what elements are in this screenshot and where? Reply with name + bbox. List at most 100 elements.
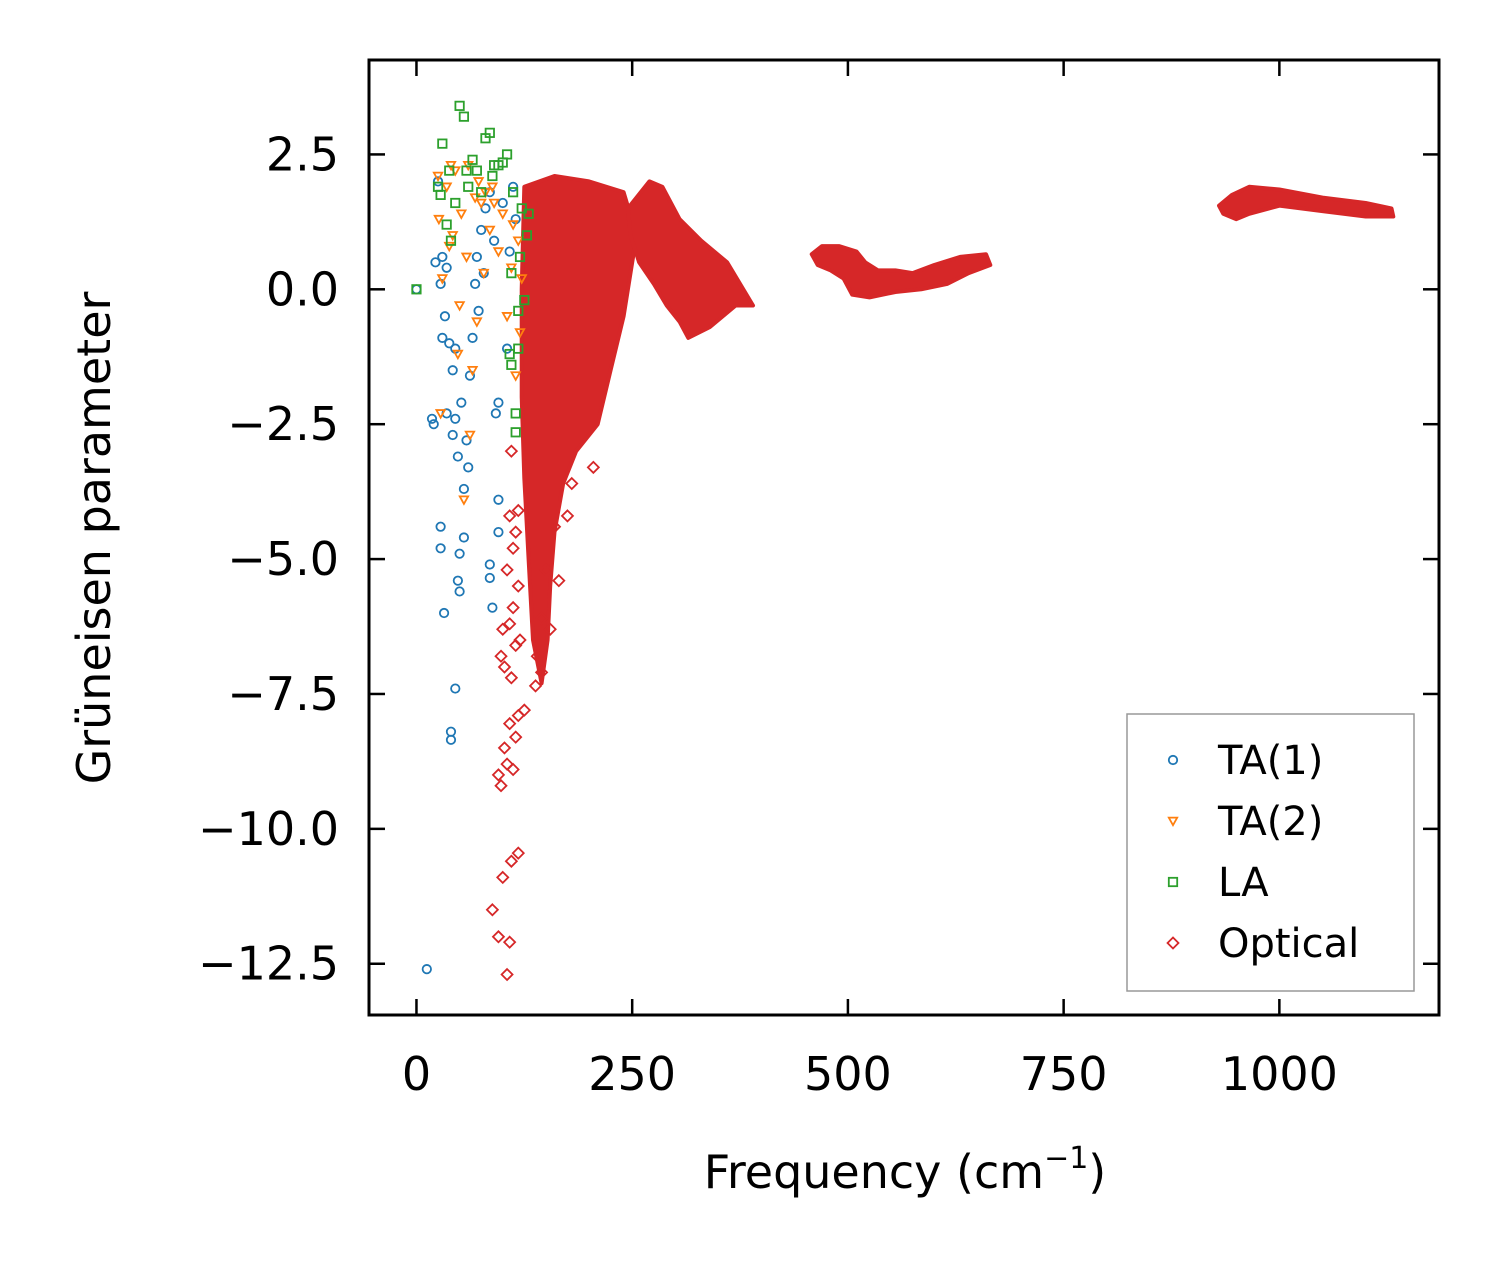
point-ta-1-8 xyxy=(435,543,446,554)
point-la-14 xyxy=(476,187,487,198)
legend-marker-ta-2 xyxy=(1167,816,1179,828)
point-ta-1-18 xyxy=(447,365,458,376)
point-la-9 xyxy=(458,111,470,122)
point-la-10 xyxy=(461,165,472,176)
point-optical-17 xyxy=(497,660,512,674)
point-optical-41 xyxy=(552,573,566,588)
x-tick-label-2: 500 xyxy=(804,1047,892,1101)
point-ta-2-20 xyxy=(475,198,487,210)
point-optical-27 xyxy=(508,525,523,539)
point-optical-8 xyxy=(491,768,506,782)
point-ta-1-23 xyxy=(452,575,463,586)
point-ta-2-10 xyxy=(453,301,466,312)
point-optical-4 xyxy=(496,870,510,885)
x-tick-label-4: 1000 xyxy=(1221,1047,1338,1101)
point-ta-1-51 xyxy=(504,246,515,257)
point-la-27 xyxy=(513,343,524,354)
legend-frame xyxy=(1126,713,1415,992)
point-optical-34 xyxy=(547,519,562,534)
point-ta-1-10 xyxy=(437,332,448,343)
y-tick-label-5: −10.0 xyxy=(198,802,339,856)
point-ta-2-18 xyxy=(471,317,483,328)
point-ta-1-22 xyxy=(450,413,461,424)
y-tick-label-1: 0.0 xyxy=(266,262,339,316)
point-ta-1-44 xyxy=(489,235,500,246)
point-ta-2-11 xyxy=(455,209,468,220)
point-ta-2-23 xyxy=(484,225,496,237)
point-optical-3 xyxy=(485,903,500,917)
point-ta-2-34 xyxy=(516,274,528,285)
point-optical-28 xyxy=(502,509,517,523)
point-optical-31 xyxy=(586,460,601,475)
point-ta-1-0 xyxy=(411,284,422,295)
point-optical-15 xyxy=(517,703,532,717)
y-tick-label-0: 2.5 xyxy=(266,127,339,181)
x-axis-title-superscript: −1 xyxy=(1044,1141,1088,1176)
point-la-17 xyxy=(487,170,498,182)
plot-frame xyxy=(367,58,1441,1017)
point-ta-1-48 xyxy=(493,527,504,538)
point-la-29 xyxy=(516,203,527,214)
point-ta-1-25 xyxy=(454,548,465,559)
point-ta-1-52 xyxy=(508,181,519,192)
point-la-26 xyxy=(510,427,521,438)
point-la-7 xyxy=(450,197,461,209)
optical-region-band-280 xyxy=(625,179,755,340)
point-ta-1-24 xyxy=(452,451,463,462)
data-points xyxy=(411,100,601,982)
point-la-2 xyxy=(435,189,446,200)
point-la-3 xyxy=(437,138,448,149)
legend: TA(1) TA(2) LA Optical xyxy=(1126,713,1415,992)
point-la-22 xyxy=(504,348,515,360)
point-la-12 xyxy=(467,154,478,165)
point-optical-1 xyxy=(502,935,517,949)
point-optical-23 xyxy=(506,600,520,615)
point-ta-1-5 xyxy=(432,176,444,187)
point-ta-1-26 xyxy=(454,586,465,597)
point-optical-9 xyxy=(500,757,514,771)
point-ta-2-25 xyxy=(488,198,500,210)
point-la-8 xyxy=(454,100,465,111)
point-ta-1-1 xyxy=(421,964,432,975)
point-optical-26 xyxy=(506,541,520,556)
point-ta-1-41 xyxy=(484,559,495,570)
point-optical-0 xyxy=(500,967,514,982)
point-ta-1-27 xyxy=(456,397,467,408)
point-ta-2-16 xyxy=(466,365,479,377)
point-optical-10 xyxy=(506,762,520,777)
point-ta-2-13 xyxy=(460,252,473,263)
point-ta-1-29 xyxy=(458,483,470,495)
point-la-13 xyxy=(471,165,482,176)
point-ta-1-7 xyxy=(435,521,446,532)
point-optical-14 xyxy=(511,708,526,723)
point-la-31 xyxy=(521,230,533,241)
point-la-16 xyxy=(484,127,495,138)
point-la-0 xyxy=(411,284,422,295)
legend-entries: TA(1) TA(2) LA Optical xyxy=(1166,738,1359,967)
point-ta-1-16 xyxy=(445,726,457,737)
point-ta-1-36 xyxy=(473,305,484,316)
point-ta-1-53 xyxy=(510,214,521,225)
point-ta-1-20 xyxy=(450,683,461,694)
point-ta-2-19 xyxy=(472,177,485,188)
point-ta-1-50 xyxy=(501,343,513,354)
point-optical-25 xyxy=(500,563,514,577)
point-la-6 xyxy=(445,235,457,246)
point-optical-2 xyxy=(491,930,506,944)
point-ta-2-1 xyxy=(433,214,445,226)
point-ta-2-32 xyxy=(512,236,525,247)
point-ta-1-31 xyxy=(463,462,474,473)
point-optical-22 xyxy=(502,617,517,631)
point-optical-39 xyxy=(534,665,549,680)
y-axis-title: Grüneisen parameter xyxy=(67,291,121,784)
legend-label-la: LA xyxy=(1218,860,1269,906)
point-la-28 xyxy=(514,251,526,263)
y-tick-label-3: −5.0 xyxy=(227,532,339,586)
point-optical-40 xyxy=(543,622,557,636)
point-ta-1-45 xyxy=(490,408,501,419)
point-ta-2-0 xyxy=(432,171,444,183)
point-ta-1-9 xyxy=(437,251,448,263)
point-optical-6 xyxy=(511,846,526,860)
point-ta-1-19 xyxy=(447,429,458,441)
optical-dense-regions xyxy=(519,174,1396,686)
